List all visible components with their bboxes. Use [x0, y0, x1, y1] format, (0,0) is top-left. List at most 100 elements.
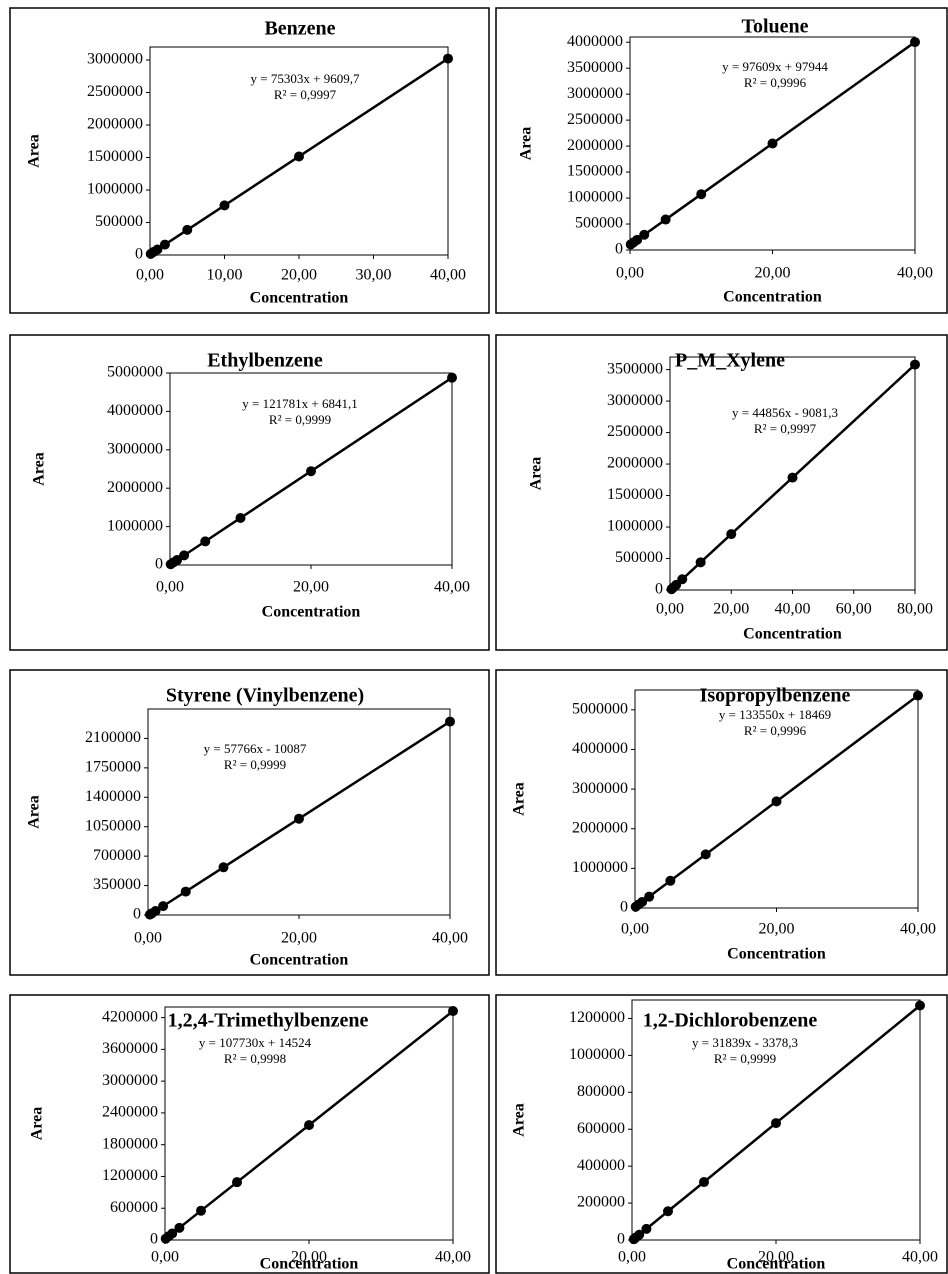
x-tick-label: 0,00 — [134, 930, 162, 947]
r-squared: R² = 0,9997 — [754, 421, 817, 436]
x-tick-label: 80,00 — [897, 601, 933, 618]
panel-border — [9, 669, 490, 976]
x-axis-label: Concentration — [260, 1256, 359, 1273]
data-point — [172, 555, 183, 566]
y-tick-label: 4000000 — [567, 33, 623, 50]
x-tick-label: 0,00 — [156, 579, 184, 596]
y-tick-label: 0 — [150, 1231, 158, 1248]
y-tick-label: 0 — [615, 241, 623, 258]
data-point — [663, 1206, 673, 1217]
y-axis-label: Area — [511, 1103, 528, 1136]
data-point — [294, 151, 304, 162]
y-tick-label: 350000 — [93, 876, 141, 893]
y-tick-label: 3000000 — [567, 85, 623, 102]
y-tick-label: 600000 — [577, 1120, 625, 1137]
y-tick-label: 4000000 — [572, 740, 628, 757]
equation: y = 107730x + 14524 — [199, 1035, 312, 1050]
data-point — [196, 1205, 206, 1216]
data-point — [641, 1223, 652, 1234]
y-tick-label: 1500000 — [87, 148, 143, 165]
x-axis-label: Concentration — [262, 604, 361, 621]
data-point — [174, 1222, 185, 1233]
x-axis-label: Concentration — [723, 289, 822, 306]
y-tick-label: 200000 — [577, 1194, 625, 1211]
y-axis-label: Area — [26, 134, 43, 167]
x-tick-label: 20,00 — [293, 579, 329, 596]
y-tick-label: 3600000 — [102, 1040, 158, 1057]
data-point — [448, 1006, 458, 1017]
data-point — [218, 862, 229, 873]
equation: y = 97609x + 97944 — [722, 59, 828, 74]
plot-area — [147, 708, 451, 916]
equation: y = 31839x - 3378,3 — [692, 1035, 798, 1050]
x-tick-label: 40,00 — [434, 579, 470, 596]
data-point — [200, 536, 211, 547]
y-tick-label: 4200000 — [102, 1008, 158, 1025]
data-point — [634, 1229, 645, 1240]
y-tick-label: 500000 — [95, 213, 143, 230]
x-tick-label: 20,00 — [759, 921, 795, 938]
x-tick-label: 40,00 — [900, 921, 936, 938]
y-axis-label: Area — [511, 782, 528, 815]
y-tick-label: 1200000 — [102, 1167, 158, 1184]
y-tick-label: 1000000 — [567, 189, 623, 206]
y-tick-label: 600000 — [110, 1199, 158, 1216]
x-tick-label: 20,00 — [713, 601, 749, 618]
y-tick-label: 1050000 — [85, 817, 141, 834]
x-tick-label: 20,00 — [281, 267, 317, 284]
x-tick-label: 0,00 — [618, 1249, 646, 1266]
x-tick-label: 40,00 — [897, 265, 933, 282]
x-tick-label: 0,00 — [136, 267, 164, 284]
y-tick-label: 500000 — [615, 549, 663, 566]
y-tick-label: 1800000 — [102, 1135, 158, 1152]
data-point — [644, 891, 655, 902]
data-point — [767, 138, 778, 149]
equation: y = 44856x - 9081,3 — [732, 405, 838, 420]
y-tick-label: 3000000 — [607, 392, 663, 409]
chart-title: P_M_Xylene — [675, 350, 785, 372]
x-tick-label: 40,00 — [430, 267, 466, 284]
panel-border — [495, 994, 948, 1274]
y-tick-label: 0 — [617, 1231, 625, 1248]
chart-title: Styrene (Vinylbenzene) — [166, 685, 364, 707]
r-squared: R² = 0,9996 — [744, 75, 807, 90]
chart-title: 1,2,4-Trimethylbenzene — [168, 1010, 369, 1032]
r-squared: R² = 0,9997 — [274, 87, 337, 102]
data-point — [159, 239, 170, 250]
y-tick-label: 0 — [620, 899, 628, 916]
y-tick-label: 1000000 — [107, 517, 163, 534]
data-point — [182, 224, 193, 235]
y-axis-label: Area — [26, 795, 43, 828]
y-tick-label: 0 — [135, 246, 143, 263]
y-tick-label: 400000 — [577, 1157, 625, 1174]
data-point — [294, 813, 304, 824]
y-axis-label: Area — [518, 127, 535, 160]
y-axis-label: Area — [31, 452, 48, 485]
x-tick-label: 20,00 — [758, 1249, 794, 1266]
panel-border — [495, 669, 948, 976]
y-tick-label: 800000 — [577, 1083, 625, 1100]
data-point — [913, 690, 923, 701]
y-tick-label: 0 — [133, 906, 141, 923]
y-axis-label: Area — [528, 457, 545, 490]
y-tick-label: 3000000 — [107, 440, 163, 457]
data-point — [150, 905, 161, 916]
data-point — [699, 1177, 709, 1188]
x-tick-label: 0,00 — [151, 1249, 179, 1266]
data-point — [637, 896, 648, 907]
x-tick-label: 20,00 — [755, 265, 791, 282]
data-point — [232, 1177, 242, 1188]
x-tick-label: 60,00 — [836, 601, 872, 618]
x-tick-label: 40,00 — [775, 601, 811, 618]
y-tick-label: 1750000 — [85, 759, 141, 776]
x-axis-label: Concentration — [727, 1256, 826, 1273]
x-axis-label: Concentration — [743, 626, 842, 643]
equation: y = 57766x - 10087 — [204, 741, 307, 756]
x-tick-label: 30,00 — [356, 267, 392, 284]
data-point — [660, 214, 671, 225]
y-tick-label: 1000000 — [572, 859, 628, 876]
chart-title: Isopropylbenzene — [700, 685, 851, 707]
y-tick-label: 2000000 — [87, 116, 143, 133]
data-point — [304, 1120, 314, 1131]
